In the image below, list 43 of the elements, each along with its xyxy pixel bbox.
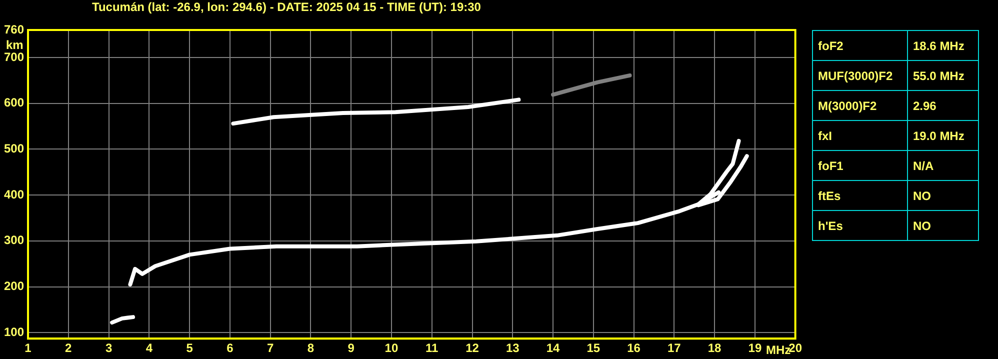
- text: NO: [913, 218, 931, 232]
- text: 18.6 MHz: [913, 38, 964, 52]
- x-tick-label: 5: [186, 341, 194, 356]
- x-tick-label: 12: [466, 341, 480, 356]
- y-axis-title: km: [6, 38, 24, 52]
- category-label: fxI: [812, 120, 908, 150]
- y-tick-label: 700: [4, 50, 24, 64]
- text: N/A: [913, 158, 934, 172]
- x-tick-label: 3: [105, 341, 112, 356]
- category-label: MUF(3000)F2: [812, 60, 908, 90]
- category-label: h'Es: [812, 210, 908, 240]
- y-tick-label: 300: [4, 233, 24, 248]
- x-tick-label: 11: [426, 341, 439, 356]
- x-tick-label: 17: [667, 341, 682, 356]
- text: NO: [913, 188, 931, 202]
- chart-title: Tucumán (lat: -26.9, lon: 294.6) - DATE: 2025 04 15 - TIME (UT): 19:30: [92, 0, 481, 14]
- category-label: foF1: [812, 150, 908, 180]
- x-tick-label: 1: [24, 341, 32, 356]
- category-label: foF2: [812, 30, 908, 60]
- category-label: ftEs: [812, 180, 908, 210]
- x-tick-label: 18: [708, 341, 722, 356]
- y-tick-label: 200: [4, 279, 24, 294]
- x-tick-label: 8: [307, 341, 314, 356]
- x-tick-label: 16: [627, 341, 641, 356]
- y-tick-label: 760: [4, 22, 24, 36]
- x-tick-label: 19: [748, 341, 762, 356]
- y-tick-label: 100: [4, 324, 24, 339]
- category-label: M(3000)F2: [812, 90, 908, 120]
- x-tick-label: 15: [586, 341, 600, 356]
- y-tick-label: 600: [4, 96, 24, 110]
- text: 19.0 MHz: [913, 128, 964, 142]
- text: 55.0 MHz: [913, 68, 964, 82]
- x-tick-label: 6: [226, 341, 234, 356]
- x-tick-label: 7: [266, 341, 274, 356]
- x-tick-label: 10: [384, 341, 398, 356]
- x-tick-label: 4: [146, 341, 153, 356]
- x-tick-label: 2: [65, 341, 72, 356]
- y-tick-label: 500: [4, 142, 24, 156]
- x-tick-label: 13: [506, 341, 520, 356]
- text: 2.96: [913, 98, 936, 112]
- x-tick-label: 9: [348, 341, 355, 356]
- y-tick-label: 400: [4, 187, 24, 202]
- x-tick-label: 14: [546, 341, 560, 356]
